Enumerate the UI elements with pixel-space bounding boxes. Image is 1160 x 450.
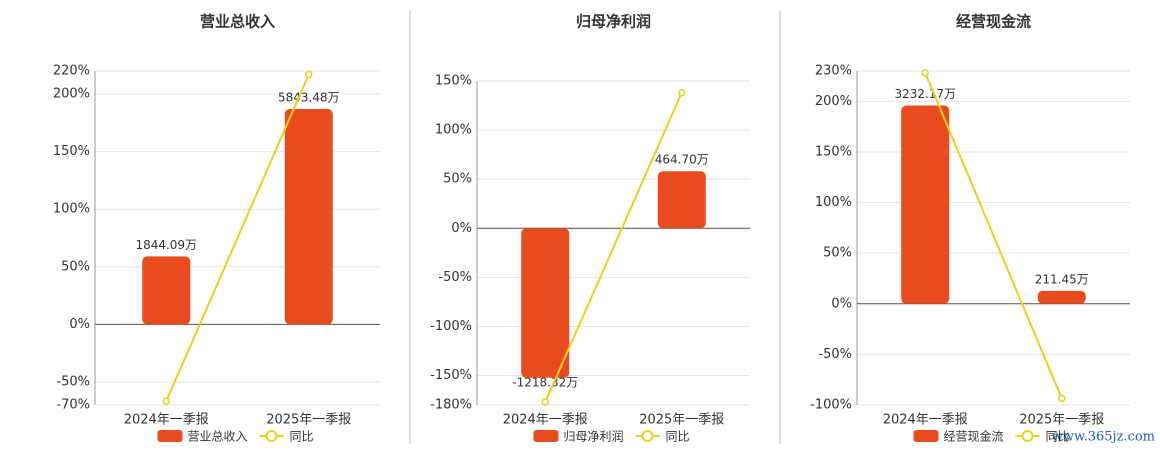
line xyxy=(165,74,310,402)
chart-title: 营业总收入 xyxy=(200,13,275,31)
legend-label: 归母净利润 xyxy=(564,430,624,444)
line-point xyxy=(305,70,313,79)
legend-label: 同比 xyxy=(1046,430,1070,444)
y-tick-label: 200% xyxy=(815,94,852,109)
x-tick-label: 2025年一季报 xyxy=(1019,413,1104,428)
chart-title: 归母净利润 xyxy=(576,13,651,31)
data-label: 464.70万 xyxy=(655,153,709,167)
y-tick-label: 100% xyxy=(53,202,90,217)
legend-label: 营业总收入 xyxy=(188,430,248,444)
data-label: -1218.32万 xyxy=(512,375,578,389)
legend-label: 经营现金流 xyxy=(944,429,1004,444)
legend-swatch xyxy=(641,430,654,442)
bar xyxy=(521,228,570,378)
x-tick-label: 2024年一季报 xyxy=(124,413,209,428)
y-tick-label: -180% xyxy=(430,398,472,413)
legend-label: 同比 xyxy=(666,430,690,444)
y-tick-label: -70% xyxy=(56,398,90,413)
y-tick-label: -50% xyxy=(438,270,472,285)
line xyxy=(924,72,1063,399)
y-tick-label: -100% xyxy=(810,398,852,413)
y-tick-label: 100% xyxy=(435,123,472,138)
line-point xyxy=(1058,394,1066,403)
legend-label: 同比 xyxy=(290,430,314,444)
legend-swatch xyxy=(913,430,939,442)
y-tick-label: 100% xyxy=(815,195,852,210)
y-tick-label: 0% xyxy=(69,317,90,332)
y-tick-label: 0% xyxy=(451,221,472,236)
bar xyxy=(901,105,950,304)
data-label: 211.45万 xyxy=(1035,272,1089,286)
data-label: 3232.17万 xyxy=(894,87,956,101)
bar xyxy=(142,256,191,325)
x-tick-label: 2025年一季报 xyxy=(266,413,351,428)
y-tick-label: -50% xyxy=(56,374,90,389)
x-tick-label: 2024年一季报 xyxy=(883,413,968,428)
line-point xyxy=(541,398,549,406)
y-tick-label: 220% xyxy=(53,64,90,79)
y-tick-label: 50% xyxy=(823,246,852,261)
bar xyxy=(657,171,706,229)
line-point xyxy=(678,88,686,97)
bar xyxy=(1037,290,1086,304)
legend-swatch xyxy=(533,430,559,442)
line-point xyxy=(921,69,929,77)
legend-swatch xyxy=(265,430,278,442)
y-tick-label: 150% xyxy=(435,74,472,89)
y-tick-label: 230% xyxy=(815,64,852,79)
watermark: www.365jz.com xyxy=(1052,430,1155,445)
data-label: 1844.09万 xyxy=(135,238,197,252)
y-tick-label: 50% xyxy=(443,172,472,187)
x-tick-label: 2025年一季报 xyxy=(639,413,724,428)
chart-title: 经营现金流 xyxy=(956,13,1031,31)
legend-swatch xyxy=(1021,430,1034,442)
y-tick-label: -150% xyxy=(430,368,472,383)
y-tick-label: -100% xyxy=(430,319,472,334)
data-label: 5843.48万 xyxy=(278,91,340,105)
y-tick-label: 150% xyxy=(53,144,90,159)
bar xyxy=(284,109,333,325)
line-point xyxy=(162,397,170,405)
legend-swatch xyxy=(157,430,183,442)
y-tick-label: 150% xyxy=(815,144,852,159)
x-tick-label: 2024年一季报 xyxy=(503,413,588,428)
y-tick-label: 50% xyxy=(61,259,90,274)
line xyxy=(544,92,683,403)
y-tick-label: -50% xyxy=(818,347,852,362)
y-tick-label: 200% xyxy=(53,87,90,102)
y-tick-label: 0% xyxy=(831,296,852,311)
